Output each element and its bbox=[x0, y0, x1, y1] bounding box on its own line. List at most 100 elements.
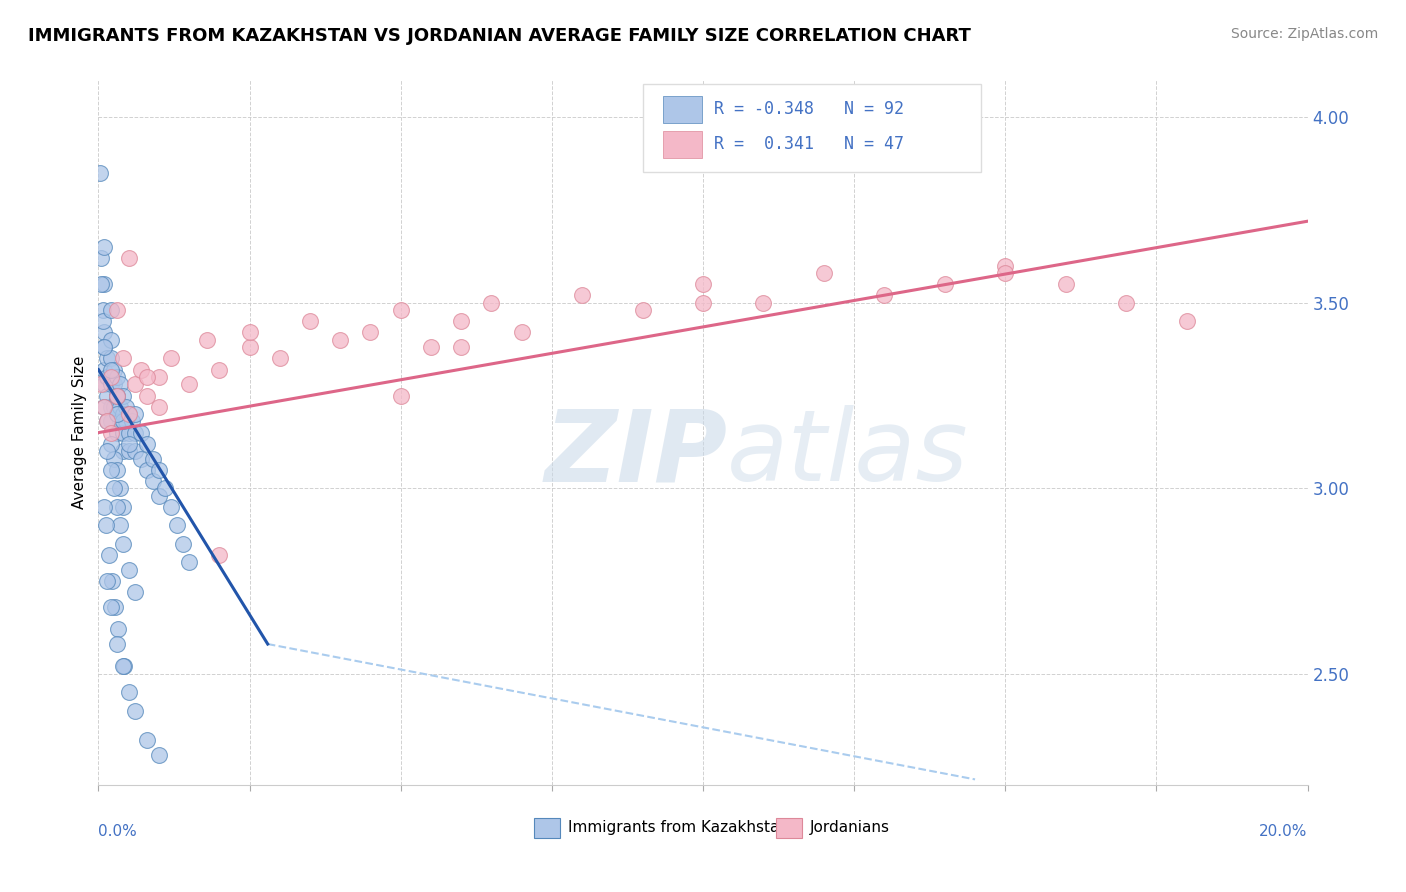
Point bbox=[135, 733, 157, 747]
Point bbox=[93, 277, 115, 292]
Point bbox=[100, 377, 122, 392]
Point bbox=[105, 407, 128, 421]
Point bbox=[160, 500, 183, 514]
Point bbox=[124, 704, 146, 718]
Point bbox=[93, 240, 115, 254]
Point bbox=[118, 407, 141, 421]
FancyBboxPatch shape bbox=[534, 818, 561, 838]
Point bbox=[118, 407, 141, 421]
Point bbox=[269, 351, 291, 366]
Point bbox=[510, 326, 533, 340]
Point bbox=[118, 685, 141, 699]
Text: R =  0.341   N = 47: R = 0.341 N = 47 bbox=[714, 136, 904, 153]
Text: ZIP: ZIP bbox=[544, 405, 727, 502]
Point bbox=[124, 444, 146, 458]
Point bbox=[420, 340, 443, 354]
Point bbox=[100, 463, 122, 477]
Point bbox=[1115, 295, 1137, 310]
Point bbox=[160, 351, 183, 366]
Point bbox=[91, 303, 114, 318]
Point bbox=[299, 314, 322, 328]
Point bbox=[239, 340, 262, 354]
Point bbox=[118, 444, 141, 458]
Point bbox=[100, 436, 122, 450]
Point bbox=[389, 303, 412, 318]
Point bbox=[93, 340, 115, 354]
FancyBboxPatch shape bbox=[664, 131, 702, 158]
Y-axis label: Average Family Size: Average Family Size bbox=[72, 356, 87, 509]
Text: 20.0%: 20.0% bbox=[1260, 823, 1308, 838]
Point bbox=[450, 314, 472, 328]
Point bbox=[89, 166, 111, 180]
Point bbox=[1175, 314, 1198, 328]
Point bbox=[103, 451, 125, 466]
Point bbox=[994, 259, 1017, 273]
Point bbox=[571, 288, 593, 302]
Point bbox=[96, 444, 118, 458]
Point bbox=[114, 415, 136, 429]
Point bbox=[172, 537, 194, 551]
Point bbox=[100, 370, 122, 384]
Point bbox=[111, 444, 134, 458]
Text: R = -0.348   N = 92: R = -0.348 N = 92 bbox=[714, 100, 904, 118]
Point bbox=[105, 303, 128, 318]
Point bbox=[105, 425, 128, 440]
Point bbox=[111, 425, 134, 440]
Point bbox=[389, 388, 412, 402]
Point bbox=[142, 474, 165, 488]
Point bbox=[118, 425, 141, 440]
Point bbox=[96, 351, 118, 366]
Text: IMMIGRANTS FROM KAZAKHSTAN VS JORDANIAN AVERAGE FAMILY SIZE CORRELATION CHART: IMMIGRANTS FROM KAZAKHSTAN VS JORDANIAN … bbox=[28, 27, 972, 45]
Text: Immigrants from Kazakhstan: Immigrants from Kazakhstan bbox=[568, 821, 789, 836]
Point bbox=[93, 377, 115, 392]
Point bbox=[108, 415, 131, 429]
Point bbox=[450, 340, 472, 354]
Point bbox=[195, 333, 218, 347]
Point bbox=[103, 481, 125, 495]
Point bbox=[153, 481, 176, 495]
Point bbox=[93, 400, 115, 414]
Point bbox=[103, 400, 125, 414]
Point bbox=[105, 388, 128, 402]
Point bbox=[329, 333, 352, 347]
Point bbox=[96, 415, 118, 429]
Point bbox=[481, 295, 503, 310]
Point bbox=[873, 288, 896, 302]
Point bbox=[100, 599, 122, 614]
Point bbox=[100, 425, 122, 440]
Point bbox=[100, 351, 122, 366]
Point bbox=[105, 500, 128, 514]
Point bbox=[100, 400, 122, 414]
Point bbox=[142, 451, 165, 466]
Point bbox=[124, 377, 146, 392]
Point bbox=[96, 415, 118, 429]
Point bbox=[90, 377, 112, 392]
Point bbox=[103, 362, 125, 376]
Point bbox=[114, 400, 136, 414]
Point bbox=[90, 277, 112, 292]
Point bbox=[166, 518, 188, 533]
Point bbox=[100, 362, 122, 376]
Point bbox=[105, 388, 128, 402]
Point bbox=[129, 451, 152, 466]
Point bbox=[105, 407, 128, 421]
Point bbox=[1054, 277, 1077, 292]
Point bbox=[148, 400, 170, 414]
Point bbox=[148, 463, 170, 477]
Point bbox=[108, 400, 131, 414]
Point bbox=[96, 574, 118, 588]
Point bbox=[111, 388, 134, 402]
Point bbox=[100, 574, 122, 588]
Point bbox=[148, 489, 170, 503]
Point bbox=[994, 266, 1017, 280]
Point bbox=[105, 637, 128, 651]
Point bbox=[148, 748, 170, 763]
Point bbox=[692, 295, 714, 310]
Point bbox=[105, 388, 128, 402]
Point bbox=[360, 326, 382, 340]
FancyBboxPatch shape bbox=[776, 818, 803, 838]
Point bbox=[93, 400, 115, 414]
Point bbox=[93, 340, 115, 354]
Point bbox=[111, 537, 134, 551]
Point bbox=[108, 377, 131, 392]
